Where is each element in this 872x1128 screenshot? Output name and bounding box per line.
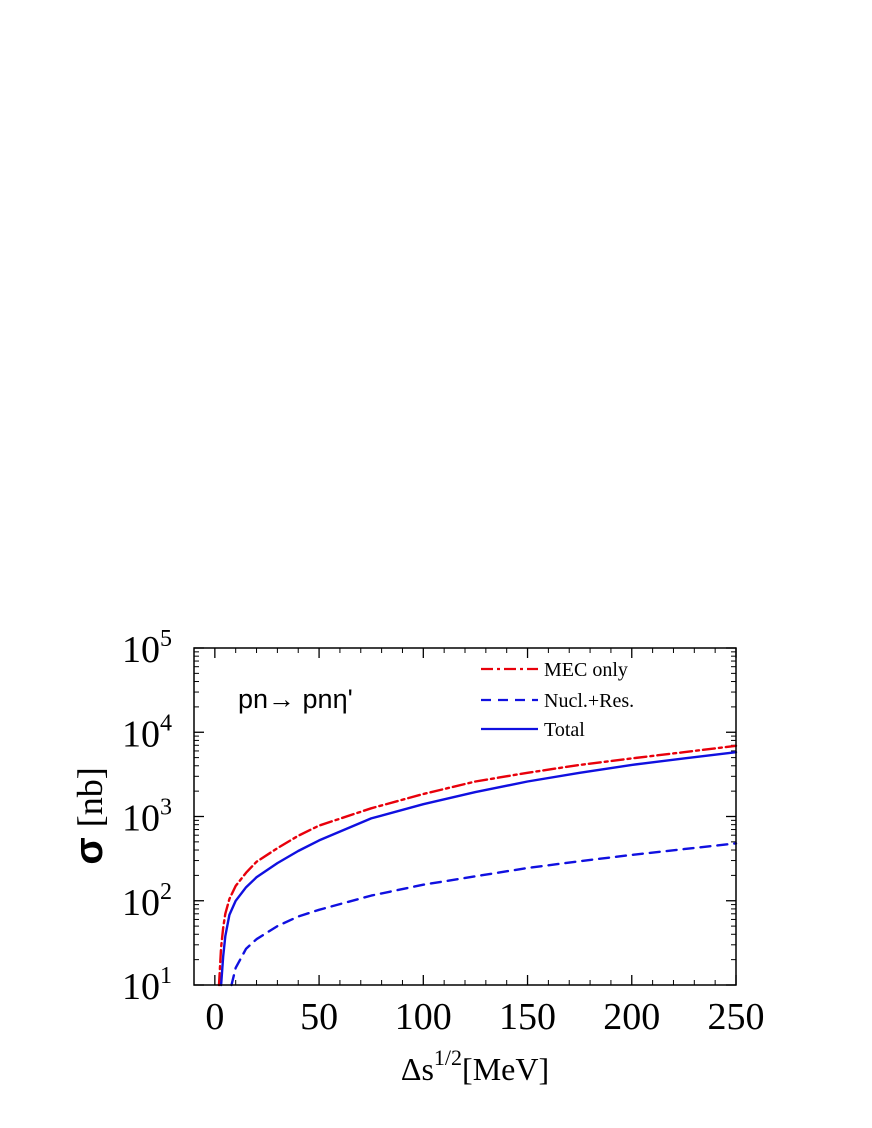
y-tick-base: 10 [122,966,160,1008]
y-tick-base: 10 [122,798,160,840]
x-tick-label: 0 [205,996,224,1038]
x-tick-label: 250 [708,996,765,1038]
y-tick-base: 10 [122,629,160,671]
y-tick-base: 10 [122,713,160,755]
x-axis-label-main: Δs [401,1051,434,1087]
y-axis-symbol: σ [67,837,111,864]
x-tick-label: 150 [499,996,556,1038]
x-tick-label: 200 [603,996,660,1038]
y-tick-label: 104 [122,710,172,755]
x-tick-label: 100 [395,996,452,1038]
x-axis-label-unit: [MeV] [462,1051,549,1087]
y-tick-exponent: 4 [160,710,172,736]
series-line-nucl-res [230,842,738,987]
y-tick-label: 101 [122,963,172,1008]
legend-label-total: Total [544,719,585,741]
x-tick-label: 50 [300,996,338,1038]
series-line-mec-only [217,744,738,987]
reaction-annotation: pn→ pnη' [238,684,353,714]
y-axis-label: σ [nb] [67,767,111,864]
y-tick-base: 10 [122,882,160,924]
series-layer [217,744,738,987]
legend: MEC only Nucl.+Res. Total [481,659,634,741]
y-tick-exponent: 1 [160,963,172,989]
y-axis-unit: [nb] [70,767,110,827]
y-tick-exponent: 2 [160,879,172,905]
y-tick-label: 102 [122,879,172,924]
legend-label-mec-only: MEC only [544,659,628,681]
legend-label-nucl-res: Nucl.+Res. [544,690,634,712]
x-axis-label: Δs1/2[MeV] [401,1045,549,1087]
series-line-total [219,751,738,987]
y-tick-label: 103 [122,795,172,840]
plot-frame [193,647,737,986]
y-tick-exponent: 3 [160,795,172,821]
y-tick-exponent: 5 [160,626,172,652]
x-axis-label-sup: 1/2 [434,1045,462,1070]
y-tick-label: 105 [122,626,172,671]
